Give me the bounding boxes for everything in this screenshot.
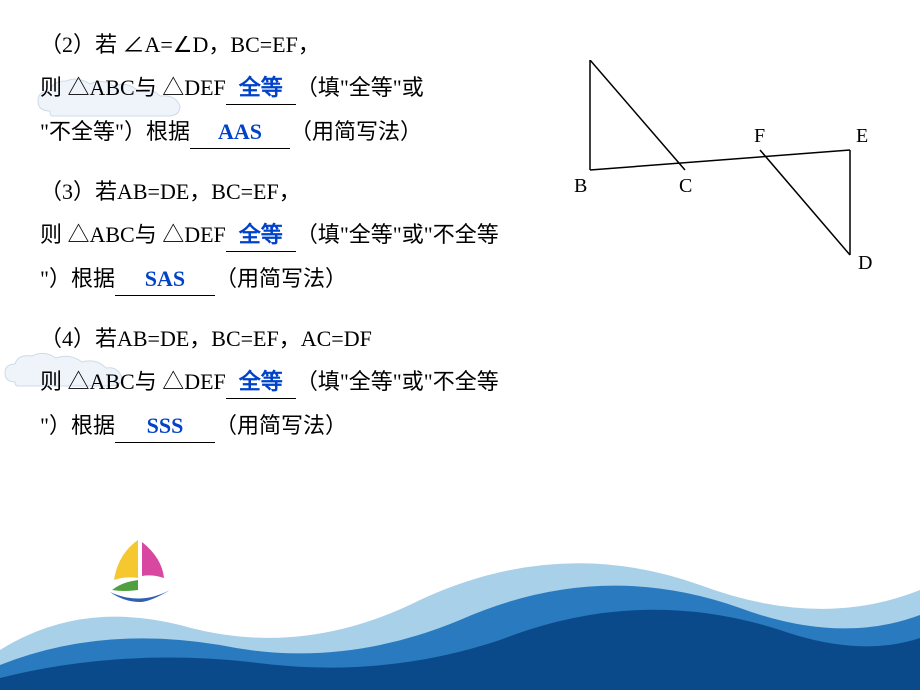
q2-answer1: 全等	[226, 71, 296, 105]
sailboat-decoration	[100, 532, 180, 612]
q4-answer1: 全等	[226, 365, 296, 399]
triangle-diagram: ABCDEF	[550, 60, 890, 280]
q4-l3b: （用简写法）	[215, 413, 347, 438]
q3-answer2: SAS	[115, 262, 215, 296]
svg-text:C: C	[679, 175, 692, 197]
svg-text:F: F	[754, 125, 765, 147]
svg-text:E: E	[856, 125, 868, 147]
q3-l3b: （用简写法）	[215, 266, 347, 291]
svg-text:D: D	[858, 252, 872, 274]
q4-mid1: （填"全等"或"不全等	[296, 369, 499, 394]
q4-condition: （4）若AB=DE，BC=EF，AC=DF	[40, 322, 880, 355]
question-4: （4）若AB=DE，BC=EF，AC=DF 则 △ABC与 △DEF全等（填"全…	[40, 322, 880, 443]
q4-pre: 则 △ABC与 △DEF	[40, 369, 226, 394]
q4-answer2: SSS	[115, 409, 215, 443]
q2-l3a: "不全等"）根据	[40, 119, 190, 144]
q2-l3b: （用简写法）	[290, 119, 422, 144]
q3-pre: 则 △ABC与 △DEF	[40, 222, 226, 247]
q2-mid1: （填"全等"或	[296, 75, 424, 100]
q2-answer2: AAS	[190, 115, 290, 149]
q3-mid1: （填"全等"或"不全等	[296, 222, 499, 247]
q4-l3a: "）根据	[40, 413, 115, 438]
svg-text:B: B	[574, 175, 587, 197]
q4-line3: "）根据SSS（用简写法）	[40, 409, 880, 443]
q2-pre: 则 △ABC与 △DEF	[40, 75, 226, 100]
q3-answer1: 全等	[226, 218, 296, 252]
q3-l3a: "）根据	[40, 266, 115, 291]
q2-condition: （2）若 ∠A=∠D，BC=EF，	[40, 28, 880, 61]
q4-line2: 则 △ABC与 △DEF全等（填"全等"或"不全等	[40, 365, 880, 399]
